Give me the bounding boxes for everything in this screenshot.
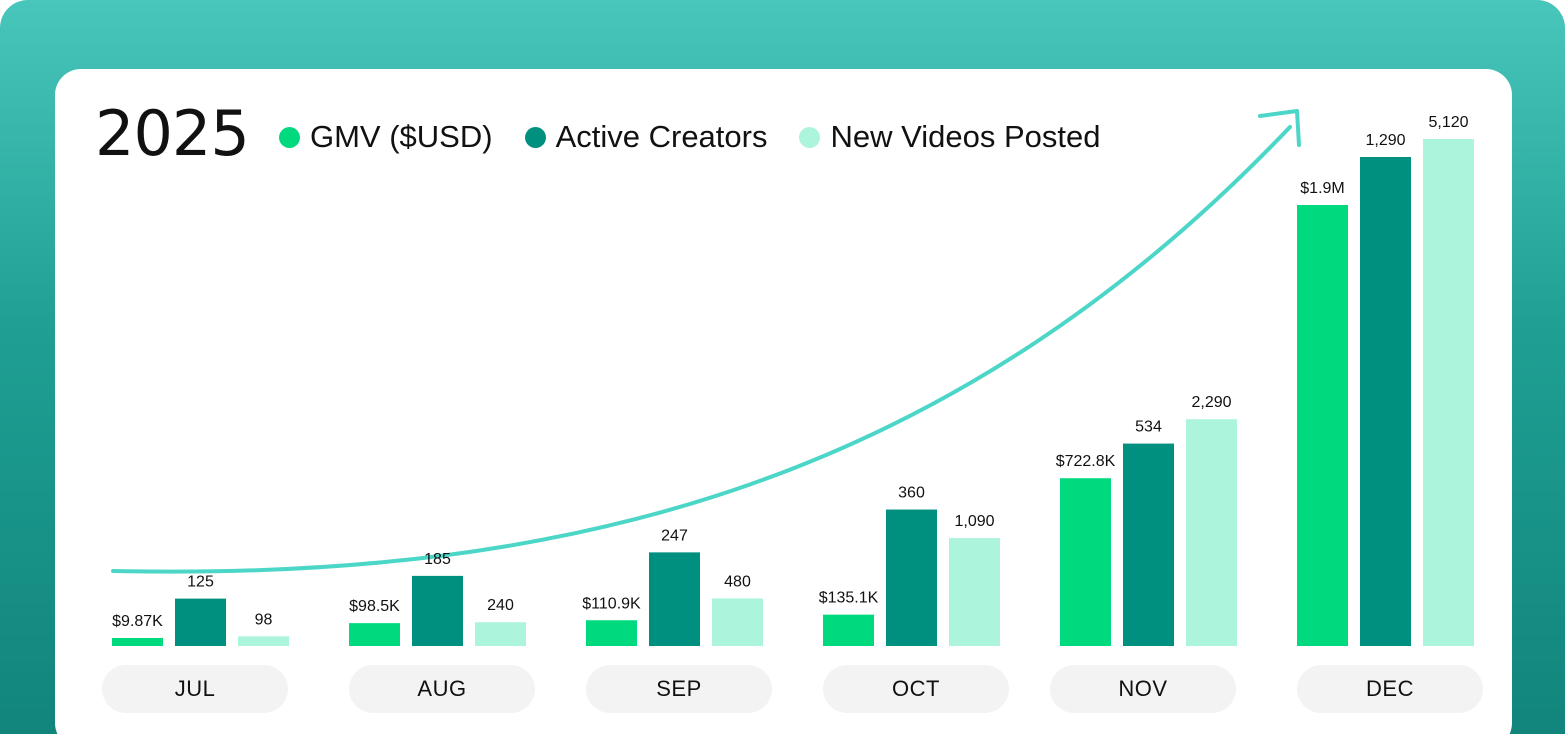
legend-item-active-creators: Active Creators bbox=[524, 119, 768, 155]
bar-active-creators-nov bbox=[1123, 443, 1174, 646]
bar-gmv-dec bbox=[1297, 205, 1348, 646]
month-label-oct: OCT bbox=[823, 665, 1009, 713]
bar-active-creators-oct bbox=[886, 509, 937, 646]
legend-label-new-videos: New Videos Posted bbox=[830, 119, 1101, 154]
data-label-new-videos-dec: 5,120 bbox=[1428, 114, 1468, 131]
data-label-new-videos-jul: 98 bbox=[255, 611, 273, 628]
bar-gmv-oct bbox=[823, 614, 874, 646]
legend-dot-gmv bbox=[279, 126, 300, 148]
data-label-gmv-dec: $1.9M bbox=[1300, 180, 1344, 197]
bar-gmv-aug bbox=[349, 623, 400, 646]
bar-new-videos-oct bbox=[949, 538, 1000, 646]
bar-active-creators-aug bbox=[412, 575, 463, 646]
data-label-active-creators-nov: 534 bbox=[1135, 419, 1162, 436]
bar-new-videos-nov bbox=[1186, 419, 1237, 646]
data-label-active-creators-aug: 185 bbox=[424, 551, 451, 568]
data-label-gmv-oct: $135.1K bbox=[819, 590, 879, 607]
bar-gmv-jul bbox=[112, 638, 163, 646]
bar-active-creators-dec bbox=[1360, 157, 1411, 646]
bar-new-videos-dec bbox=[1423, 139, 1474, 646]
bar-gmv-nov bbox=[1060, 478, 1111, 646]
data-label-active-creators-dec: 1,290 bbox=[1365, 132, 1405, 149]
data-label-active-creators-jul: 125 bbox=[187, 574, 214, 591]
bar-active-creators-jul bbox=[175, 598, 226, 646]
data-label-active-creators-oct: 360 bbox=[898, 485, 925, 502]
bar-new-videos-jul bbox=[238, 636, 289, 646]
month-label-dec: DEC bbox=[1297, 665, 1483, 713]
legend: GMV ($USD) Active Creators New Videos Po… bbox=[279, 117, 1132, 157]
legend-label-gmv: GMV ($USD) bbox=[310, 119, 493, 154]
legend-dot-new-videos bbox=[799, 126, 821, 148]
bar-gmv-sep bbox=[586, 620, 637, 646]
bar-new-videos-sep bbox=[712, 598, 763, 646]
bars-layer: $9.87K $98.5K $110.9K $135.1K $722.8K $1.9M 12… bbox=[112, 114, 1474, 646]
data-label-gmv-nov: $722.8K bbox=[1056, 453, 1116, 470]
data-label-gmv-jul: $9.87K bbox=[112, 613, 163, 630]
bar-chart: $9.87K $98.5K $110.9K $135.1K $722.8K $1.9M 12… bbox=[111, 109, 1474, 646]
data-label-new-videos-aug: 240 bbox=[487, 597, 514, 614]
data-label-new-videos-oct: 1,090 bbox=[954, 513, 994, 530]
trend-arrow-head bbox=[1258, 109, 1301, 147]
month-label-jul: JUL bbox=[102, 665, 288, 713]
data-label-new-videos-nov: 2,290 bbox=[1191, 394, 1231, 411]
month-label-sep: SEP bbox=[586, 665, 772, 713]
bar-active-creators-sep bbox=[649, 552, 700, 646]
legend-item-gmv: GMV ($USD) bbox=[279, 119, 493, 155]
data-label-new-videos-sep: 480 bbox=[724, 573, 751, 590]
legend-item-new-videos: New Videos Posted bbox=[799, 119, 1100, 155]
legend-label-active-creators: Active Creators bbox=[555, 119, 768, 154]
year-title: 2025 bbox=[95, 97, 250, 170]
bar-new-videos-aug bbox=[475, 622, 526, 646]
month-label-aug: AUG bbox=[349, 665, 535, 713]
data-label-gmv-aug: $98.5K bbox=[349, 598, 400, 615]
trend-arrow-curve bbox=[111, 125, 1292, 574]
data-label-gmv-sep: $110.9K bbox=[582, 595, 641, 612]
month-label-nov: NOV bbox=[1050, 665, 1236, 713]
legend-dot-active-creators bbox=[524, 126, 546, 148]
data-label-active-creators-sep: 247 bbox=[661, 527, 688, 544]
chart-panel: 2025 GMV ($USD) Active Creators New Vide… bbox=[55, 69, 1512, 734]
